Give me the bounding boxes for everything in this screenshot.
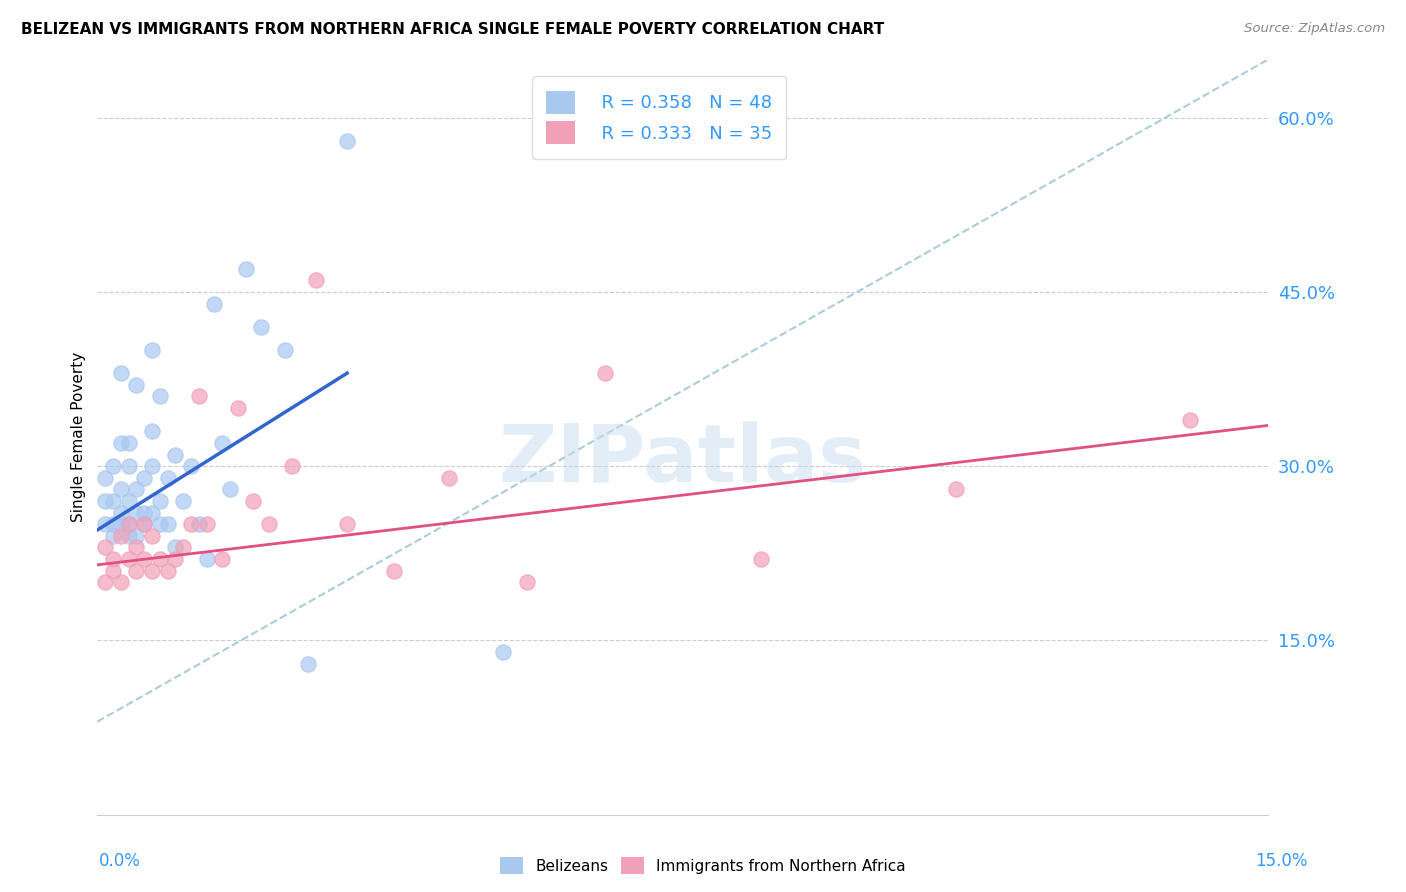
- Point: [382, 564, 405, 578]
- Point: [165, 552, 187, 566]
- Point: [134, 506, 156, 520]
- Point: [101, 494, 124, 508]
- Point: [172, 494, 194, 508]
- Point: [336, 517, 359, 532]
- Point: [110, 575, 132, 590]
- Point: [110, 517, 132, 532]
- Point: [149, 517, 172, 532]
- Point: [141, 424, 163, 438]
- Point: [141, 529, 163, 543]
- Point: [437, 471, 460, 485]
- Point: [593, 366, 616, 380]
- Point: [117, 436, 139, 450]
- Point: [156, 471, 179, 485]
- Point: [226, 401, 249, 415]
- Point: [336, 134, 359, 148]
- Point: [125, 377, 148, 392]
- Point: [242, 494, 264, 508]
- Point: [141, 506, 163, 520]
- Point: [125, 541, 148, 555]
- Point: [149, 552, 172, 566]
- Point: [94, 494, 117, 508]
- Point: [195, 517, 218, 532]
- Point: [117, 552, 139, 566]
- Point: [516, 575, 538, 590]
- Point: [172, 541, 194, 555]
- Point: [134, 517, 156, 532]
- Point: [117, 494, 139, 508]
- Point: [165, 448, 187, 462]
- Text: 0.0%: 0.0%: [98, 852, 141, 870]
- Point: [273, 343, 295, 357]
- Legend:   R = 0.358   N = 48,   R = 0.333   N = 35: R = 0.358 N = 48, R = 0.333 N = 35: [531, 76, 786, 159]
- Point: [180, 517, 202, 532]
- Point: [94, 575, 117, 590]
- Point: [945, 483, 967, 497]
- Point: [297, 657, 319, 671]
- Text: ZIPatlas: ZIPatlas: [499, 421, 866, 499]
- Point: [125, 529, 148, 543]
- Point: [125, 564, 148, 578]
- Point: [110, 483, 132, 497]
- Point: [110, 506, 132, 520]
- Point: [101, 552, 124, 566]
- Text: Source: ZipAtlas.com: Source: ZipAtlas.com: [1244, 22, 1385, 36]
- Point: [165, 541, 187, 555]
- Point: [492, 645, 515, 659]
- Point: [134, 471, 156, 485]
- Point: [1178, 412, 1201, 426]
- Point: [250, 319, 273, 334]
- Point: [134, 552, 156, 566]
- Point: [141, 459, 163, 474]
- Legend: Belizeans, Immigrants from Northern Africa: Belizeans, Immigrants from Northern Afri…: [495, 851, 911, 880]
- Point: [101, 564, 124, 578]
- Point: [180, 459, 202, 474]
- Point: [110, 529, 132, 543]
- Point: [235, 261, 257, 276]
- Point: [101, 529, 124, 543]
- Point: [281, 459, 304, 474]
- Text: BELIZEAN VS IMMIGRANTS FROM NORTHERN AFRICA SINGLE FEMALE POVERTY CORRELATION CH: BELIZEAN VS IMMIGRANTS FROM NORTHERN AFR…: [21, 22, 884, 37]
- Text: 15.0%: 15.0%: [1256, 852, 1308, 870]
- Point: [149, 389, 172, 403]
- Point: [101, 459, 124, 474]
- Point: [125, 506, 148, 520]
- Point: [211, 552, 233, 566]
- Point: [134, 517, 156, 532]
- Point: [117, 529, 139, 543]
- Point: [211, 436, 233, 450]
- Point: [219, 483, 242, 497]
- Point: [110, 366, 132, 380]
- Point: [94, 517, 117, 532]
- Point: [195, 552, 218, 566]
- Point: [94, 541, 117, 555]
- Point: [156, 564, 179, 578]
- Point: [101, 517, 124, 532]
- Point: [94, 471, 117, 485]
- Point: [305, 273, 328, 287]
- Y-axis label: Single Female Poverty: Single Female Poverty: [72, 352, 86, 522]
- Point: [117, 459, 139, 474]
- Point: [141, 564, 163, 578]
- Point: [202, 296, 225, 310]
- Point: [749, 552, 772, 566]
- Point: [257, 517, 280, 532]
- Point: [110, 436, 132, 450]
- Point: [117, 517, 139, 532]
- Point: [141, 343, 163, 357]
- Point: [156, 517, 179, 532]
- Point: [187, 389, 209, 403]
- Point: [149, 494, 172, 508]
- Point: [117, 517, 139, 532]
- Point: [187, 517, 209, 532]
- Point: [125, 483, 148, 497]
